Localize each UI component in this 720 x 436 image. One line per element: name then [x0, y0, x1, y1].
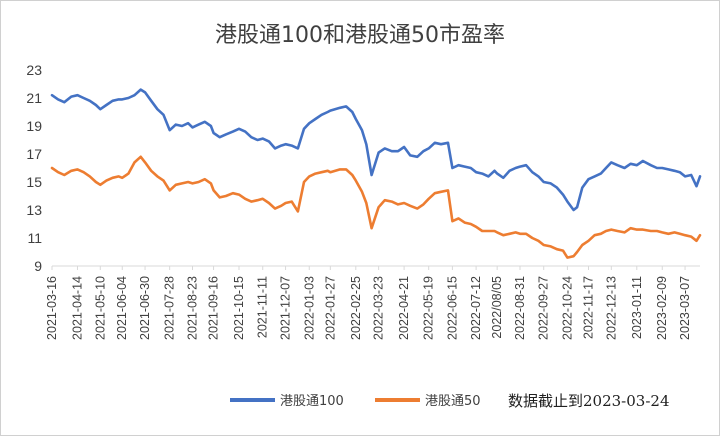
x-tick-label: 2022/08/05 [490, 276, 504, 339]
axes: 9 11 13 15 17 19 21 23 2021-03-16 2021-04-14 2021-… [26, 62, 700, 340]
y-tick-label: 15 [26, 174, 42, 190]
x-tick-label: 2022-04-21 [397, 276, 411, 340]
x-tick-label: 2021-05-10 [93, 276, 107, 340]
x-tick-label: 2022-06-15 [445, 276, 459, 340]
y-tick-label: 9 [34, 258, 42, 274]
series-lines [50, 88, 702, 259]
x-tick-label: 2022-02-25 [349, 276, 363, 340]
x-tick-label: 2022-03-23 [372, 276, 386, 340]
x-tick-label: 2021-10-15 [232, 276, 246, 340]
x-tick-label: 2021-06-04 [115, 276, 129, 340]
x-tick-label: 2023-03-07 [678, 276, 692, 340]
x-tick-label: 2022-07-12 [469, 276, 483, 340]
legend-label-series-50: 港股通50 [425, 394, 481, 409]
x-tick-label: 2022-11-17 [581, 276, 595, 339]
y-tick-label: 19 [26, 118, 42, 134]
x-tick-label: 2022-12-13 [604, 276, 618, 340]
y-tick-label: 21 [26, 90, 42, 106]
x-tick-label: 2021-03-16 [45, 276, 59, 340]
legend-label-series-100: 港股通100 [280, 394, 344, 409]
x-tick-label: 2021-06-30 [138, 276, 152, 340]
x-tick-label: 2021-11-11 [256, 276, 270, 338]
x-tick-label: 2021-07-28 [163, 276, 177, 340]
x-tick-label: 2022-01-27 [323, 276, 337, 340]
x-tick-label: 2021-09-16 [207, 276, 221, 340]
series-line-50 [50, 155, 702, 259]
x-tick-label: 2021-12-07 [279, 276, 293, 340]
series-line-100 [50, 88, 702, 212]
y-tick-label: 17 [26, 146, 42, 162]
y-tick-label: 23 [26, 62, 42, 78]
x-tick-label: 2022-08-31 [513, 276, 527, 340]
x-tick-label: 2021-04-14 [70, 276, 84, 340]
x-tick-label: 2022-09-27 [537, 276, 551, 340]
data-cutoff-note: 数据截止到2023-03-24 [508, 392, 670, 410]
x-tick-label: 2022-05-19 [422, 276, 436, 340]
chart-title: 港股通100和港股通50市盈率 [215, 23, 505, 48]
x-tick-label: 2022-10-24 [560, 276, 574, 340]
y-tick-label: 13 [26, 202, 42, 218]
x-tick-label: 2022-01-03 [302, 276, 316, 340]
y-tick-label: 11 [27, 230, 42, 246]
x-tick-label: 2021-08-23 [185, 276, 199, 340]
legend: 港股通100 港股通50 数据截止到2023-03-24 [230, 392, 670, 410]
x-tick-label: 2023-01-11 [630, 276, 644, 339]
x-tick-label: 2023-02-09 [655, 276, 669, 340]
